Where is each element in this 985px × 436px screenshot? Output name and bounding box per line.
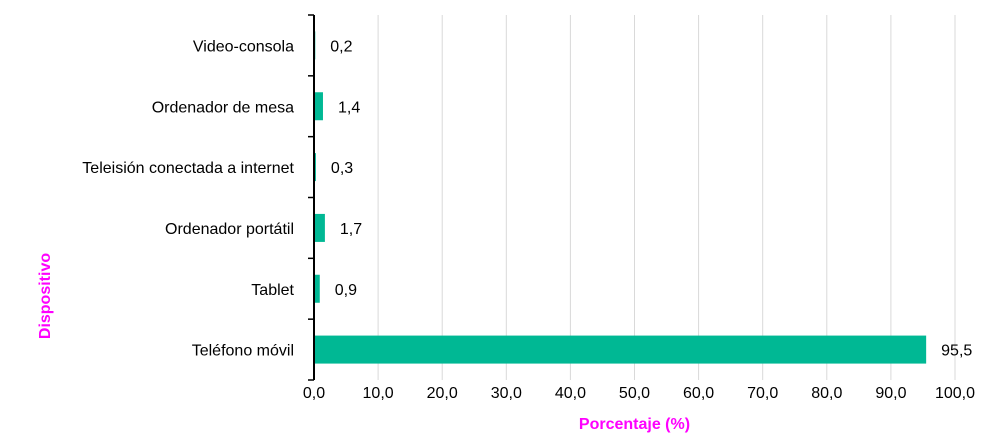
x-axis-title: Porcentaje (%) — [579, 416, 690, 433]
bars — [314, 31, 927, 364]
x-tick-label: 10,0 — [363, 385, 394, 402]
value-label: 0,9 — [335, 282, 357, 299]
category-label: Tablet — [251, 282, 294, 299]
value-label: 0,3 — [331, 160, 353, 177]
x-tick-label: 60,0 — [683, 385, 714, 402]
x-tick-label: 30,0 — [491, 385, 522, 402]
category-label: Video-consola — [193, 38, 294, 55]
bar — [314, 274, 320, 303]
category-labels: Video-consola Ordenador de mesa Teleisión … — [82, 38, 294, 359]
category-label: Teléfono móvil — [192, 343, 294, 360]
gridlines — [377, 15, 956, 380]
x-tick-label: 70,0 — [747, 385, 778, 402]
bar — [314, 92, 323, 121]
x-tick-label: 0,0 — [303, 385, 325, 402]
x-tick-label: 90,0 — [875, 385, 906, 402]
value-labels: 0,2 1,4 0,3 1,7 0,9 95,5 — [330, 38, 972, 359]
bar — [314, 213, 325, 242]
bar — [314, 335, 927, 364]
category-label: Ordenador de mesa — [152, 99, 294, 116]
value-label: 1,7 — [340, 221, 362, 238]
value-label: 1,4 — [338, 99, 360, 116]
x-tick-label: 80,0 — [811, 385, 842, 402]
y-axis-ticks — [308, 14, 314, 381]
value-label: 95,5 — [941, 343, 972, 360]
x-tick-label: 100,0 — [935, 385, 975, 402]
category-label: Teleisión conectada a internet — [82, 160, 294, 177]
value-label: 0,2 — [330, 38, 352, 55]
x-tick-label: 40,0 — [555, 385, 586, 402]
y-axis-title: Dispositivo — [37, 253, 54, 339]
x-tick-label: 50,0 — [619, 385, 650, 402]
x-tick-label: 20,0 — [427, 385, 458, 402]
category-label: Ordenador portátil — [165, 221, 294, 238]
x-tick-labels: 0,0 10,0 20,0 30,0 40,0 50,0 60,0 70,0 80,0 90,0 1… — [303, 385, 975, 402]
